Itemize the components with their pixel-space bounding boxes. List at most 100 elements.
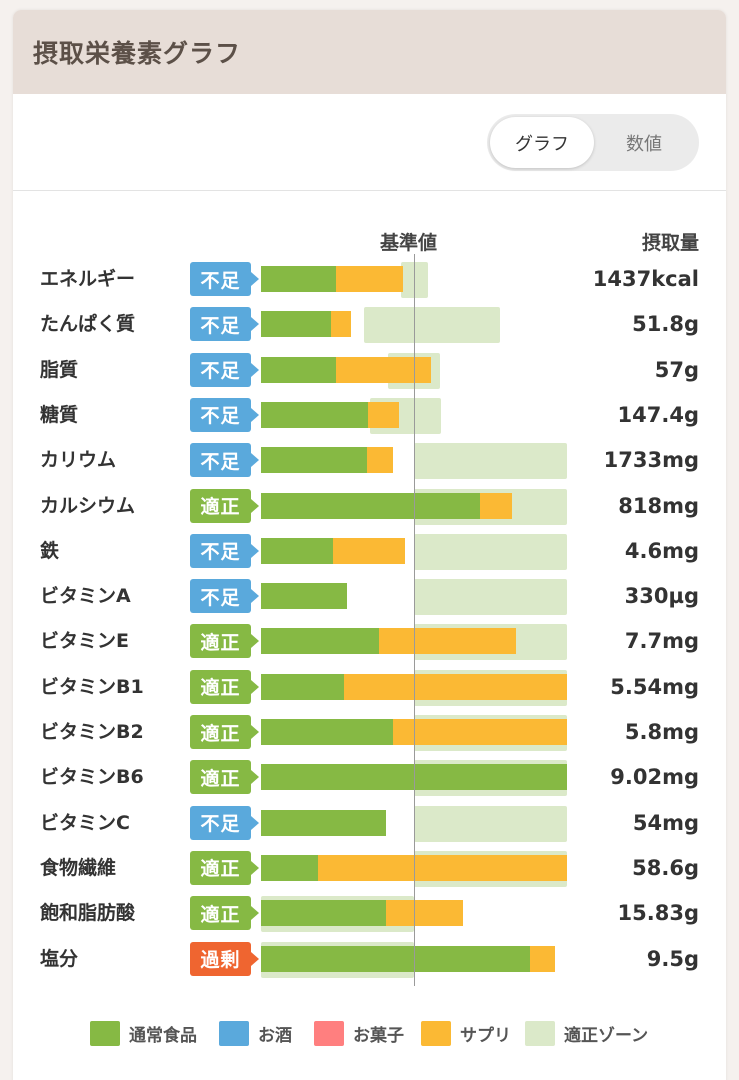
legend-item: 適正ゾーン xyxy=(525,1019,648,1047)
nutrient-label: ビタミンB2 xyxy=(40,721,144,743)
status-badge: 適正 xyxy=(190,624,259,659)
baseline-line xyxy=(414,254,415,986)
intake-value: 1733mg xyxy=(603,448,699,473)
status-badge: 過剰 xyxy=(190,941,259,976)
supplement-bar xyxy=(366,447,393,474)
nutrient-label: ビタミンB1 xyxy=(40,675,144,698)
nutrient-label: カリウム xyxy=(40,449,117,472)
nutrient-row: 鉄 不足 4.6mg xyxy=(0,533,739,579)
status-badge: 適正 xyxy=(190,715,259,749)
food-bar xyxy=(261,401,369,428)
legend-item: サプリ xyxy=(421,1019,511,1047)
legend-swatch xyxy=(314,1020,344,1046)
nutrient-row: ビタミンC 不足 54mg xyxy=(0,805,739,851)
supplement-bar xyxy=(368,401,399,428)
food-bar xyxy=(261,809,387,836)
legend-label: 適正ゾーン xyxy=(564,1025,649,1046)
status-badge: 適正 xyxy=(190,669,259,704)
nutrient-row: ビタミンE 適正 7.7mg xyxy=(0,624,739,669)
status-badge: 適正 xyxy=(190,850,259,885)
view-toggle-bar: グラフ 数値 xyxy=(13,94,726,191)
intake-header: 摂取量 xyxy=(641,232,699,254)
nutrient-label: カルシウム xyxy=(40,494,136,517)
legend: 通常食品 お酒 お菓子 サプリ 適正ゾーン xyxy=(0,1019,739,1049)
food-bar xyxy=(261,900,387,927)
nutrient-row: 脂質 不足 57g xyxy=(0,352,739,398)
supplement-bar xyxy=(378,628,517,655)
legend-label: サプリ xyxy=(460,1025,511,1046)
nutrient-label: エネルギー xyxy=(40,268,136,290)
nutrient-row: カルシウム 適正 818mg xyxy=(0,488,739,534)
number-tab[interactable]: 数値 xyxy=(626,133,662,155)
intake-value: 15.83g xyxy=(617,901,699,926)
legend-item: 通常食品 xyxy=(90,1019,197,1047)
optimal-zone xyxy=(414,805,567,842)
status-badge: 適正 xyxy=(190,896,259,931)
status-badge: 不足 xyxy=(190,579,259,614)
food-bar xyxy=(261,583,347,610)
nutrient-label: たんぱく質 xyxy=(40,313,136,336)
food-bar xyxy=(261,492,480,519)
nutrient-row: 食物繊維 適正 58.6g xyxy=(0,850,739,896)
intake-value: 9.5g xyxy=(646,946,699,971)
nutrient-label: 脂質 xyxy=(40,358,79,381)
legend-label: お菓子 xyxy=(353,1025,404,1046)
nutrient-row: ビタミンA 不足 330µg xyxy=(0,579,739,624)
legend-swatch xyxy=(525,1020,555,1046)
supplement-bar xyxy=(332,537,405,564)
nutrient-row: 糖質 不足 147.4g xyxy=(0,397,739,443)
status-badge: 不足 xyxy=(190,443,259,478)
legend-label: お酒 xyxy=(258,1025,292,1046)
card-title: 摂取栄養素グラフ xyxy=(33,39,242,68)
intake-value: 330µg xyxy=(624,584,699,609)
nutrient-row: 飽和脂肪酸 適正 15.83g xyxy=(0,896,739,941)
graph-tab[interactable]: グラフ xyxy=(490,117,594,168)
nutrient-label: ビタミンA xyxy=(40,585,131,608)
supplement-bar xyxy=(335,356,431,383)
food-bar xyxy=(261,537,333,564)
nutrient-row: ビタミンB1 適正 5.54mg xyxy=(0,669,739,715)
food-bar xyxy=(261,854,318,881)
legend-item: お菓子 xyxy=(314,1019,404,1047)
optimal-zone xyxy=(414,579,567,616)
optimal-zone xyxy=(414,533,567,570)
food-bar xyxy=(261,945,531,972)
nutrient-row: 塩分 過剰 9.5g xyxy=(0,941,739,987)
supplement-bar xyxy=(530,945,555,972)
card-header: 摂取栄養素グラフ xyxy=(13,10,726,94)
optimal-zone xyxy=(414,443,567,480)
nutrient-label: ビタミンC xyxy=(40,811,130,834)
legend-swatch xyxy=(421,1020,451,1046)
intake-value: 5.8mg xyxy=(624,720,699,744)
intake-value: 147.4g xyxy=(617,402,699,427)
supplement-bar xyxy=(392,719,567,745)
intake-value: 51.8g xyxy=(632,312,699,337)
nutrient-row: エネルギー 不足 1437kcal xyxy=(0,262,739,307)
supplement-bar xyxy=(479,492,512,519)
nutrient-label: 塩分 xyxy=(40,947,79,970)
food-bar xyxy=(261,447,367,474)
intake-value: 5.54mg xyxy=(610,674,699,699)
food-bar xyxy=(261,673,344,700)
status-badge: 不足 xyxy=(190,397,259,432)
nutrient-row: カリウム 不足 1733mg xyxy=(0,443,739,488)
status-badge: 不足 xyxy=(190,262,259,296)
legend-swatch xyxy=(219,1020,249,1046)
food-bar xyxy=(261,628,379,655)
nutrient-label: ビタミンB6 xyxy=(40,766,144,789)
nutrient-label: 食物繊維 xyxy=(40,856,117,879)
status-badge: 不足 xyxy=(190,805,259,840)
nutrient-row: ビタミンB2 適正 5.8mg xyxy=(0,715,739,760)
intake-value: 54mg xyxy=(632,810,699,835)
status-badge: 不足 xyxy=(190,533,259,568)
intake-value: 58.6g xyxy=(632,855,699,880)
legend-label: 通常食品 xyxy=(129,1025,197,1046)
nutrient-label: 糖質 xyxy=(40,403,79,426)
nutrient-row: ビタミンB6 適正 9.02mg xyxy=(0,760,739,805)
intake-value: 57g xyxy=(654,357,699,382)
supplement-bar xyxy=(335,266,404,292)
intake-value: 1437kcal xyxy=(592,267,699,291)
intake-value: 818mg xyxy=(618,493,699,518)
status-badge: 適正 xyxy=(190,760,259,795)
supplement-bar xyxy=(343,673,567,700)
